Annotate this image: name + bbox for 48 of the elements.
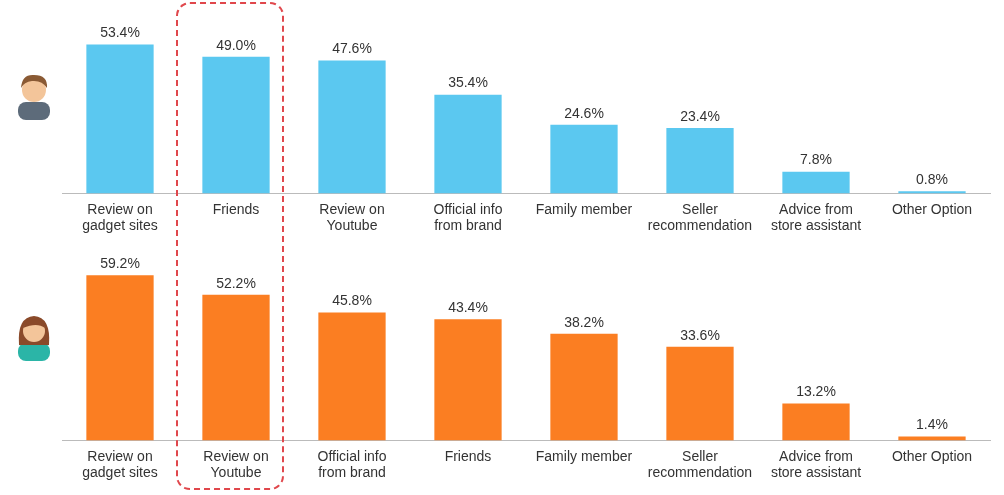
x-tick-label: Review on gadget sites [82, 447, 158, 481]
bar [86, 275, 154, 441]
x-tick-label: Official info from brand [317, 447, 387, 481]
data-label: 24.6% [564, 104, 604, 121]
data-label: 33.6% [680, 326, 720, 343]
bar [318, 60, 386, 194]
x-tick-label: Other Option [891, 200, 973, 217]
x-tick-label: Advice from store assistant [770, 200, 862, 234]
bar [550, 124, 618, 194]
x-tick-label: Friends [444, 447, 492, 464]
bar [666, 128, 734, 194]
bar [434, 319, 502, 441]
bar [898, 191, 966, 194]
x-tick-label: Seller recommendation [647, 447, 753, 481]
data-label: 52.2% [216, 274, 256, 291]
bar [434, 94, 502, 194]
data-label: 0.8% [916, 171, 948, 188]
x-tick-label: Seller recommendation [647, 200, 753, 234]
bar [666, 346, 734, 441]
bar [782, 171, 850, 194]
x-tick-label: Other Option [891, 447, 973, 464]
data-label: 47.6% [332, 40, 372, 57]
x-tick-label: Friends [212, 200, 260, 217]
data-label: 13.2% [796, 383, 836, 400]
data-label: 23.4% [680, 107, 720, 124]
bar [550, 333, 618, 441]
bar [202, 294, 270, 441]
x-tick-label: Family member [535, 200, 633, 217]
data-label: 7.8% [800, 151, 832, 168]
x-tick-label: Review on gadget sites [82, 200, 158, 234]
x-tick-label: Review on Youtube [319, 200, 385, 234]
data-label: 38.2% [564, 313, 604, 330]
bar [202, 56, 270, 194]
data-label: 59.2% [100, 255, 140, 272]
data-label: 35.4% [448, 74, 488, 91]
bar [782, 403, 850, 441]
x-tick-label: Family member [535, 447, 633, 464]
data-label: 49.0% [216, 36, 256, 53]
data-label: 45.8% [332, 292, 372, 309]
x-tick-label: Review on Youtube [203, 447, 269, 481]
x-tick-label: Official info from brand [433, 200, 503, 234]
bar [86, 44, 154, 194]
data-label: 1.4% [916, 416, 948, 433]
data-label: 43.4% [448, 299, 488, 316]
bar [898, 436, 966, 441]
x-tick-label: Advice from store assistant [770, 447, 862, 481]
bar [318, 312, 386, 441]
data-label: 53.4% [100, 24, 140, 41]
